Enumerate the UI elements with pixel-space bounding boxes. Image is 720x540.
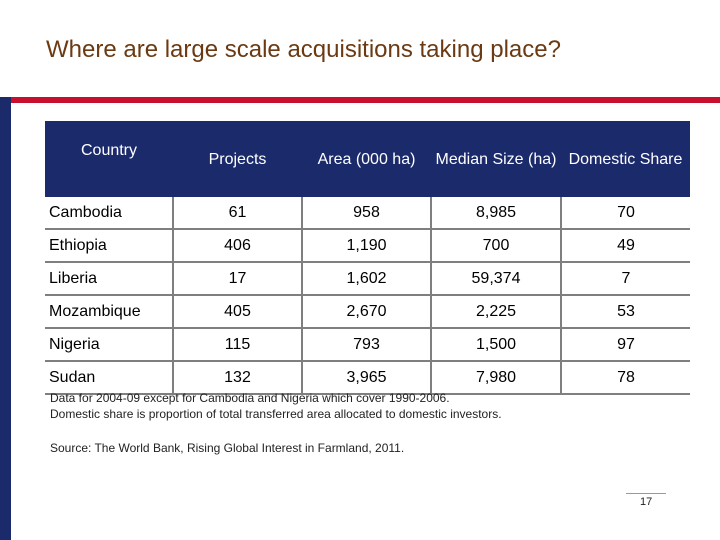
table-row: Mozambique 405 2,670 2,225 53 [45, 295, 690, 329]
table-header-row: Country Projects Area (000 ha) Median Si… [45, 121, 690, 197]
header-country: Country [45, 121, 173, 197]
table-row: Ethiopia 406 1,190 700 49 [45, 229, 690, 263]
cell-domestic-share: 97 [561, 328, 690, 362]
note-line-domestic-share: Domestic share is proportion of total tr… [50, 407, 502, 421]
cell-domestic-share: 7 [561, 262, 690, 296]
cell-area: 2,670 [302, 295, 432, 329]
table-row: Sudan 132 3,965 7,980 78 [45, 361, 690, 395]
cell-projects: 406 [173, 229, 303, 263]
cell-area: 793 [302, 328, 432, 362]
cell-domestic-share: 53 [561, 295, 690, 329]
cell-country: Liberia [45, 262, 174, 296]
cell-median-size: 2,225 [431, 295, 562, 329]
cell-country: Nigeria [45, 328, 174, 362]
cell-country: Sudan [45, 361, 174, 395]
cell-projects: 61 [173, 197, 303, 230]
top-accent-rule [11, 97, 720, 103]
header-area: Area (000 ha) [302, 121, 431, 197]
data-notes: Data for 2004-09 except for Cambodia and… [50, 390, 502, 422]
cell-median-size: 700 [431, 229, 562, 263]
cell-area: 3,965 [302, 361, 432, 395]
cell-projects: 132 [173, 361, 303, 395]
cell-domestic-share: 49 [561, 229, 690, 263]
cell-area: 958 [302, 197, 432, 230]
cell-area: 1,602 [302, 262, 432, 296]
table-row: Cambodia 61 958 8,985 70 [45, 197, 690, 230]
cell-domestic-share: 70 [561, 197, 690, 230]
cell-projects: 17 [173, 262, 303, 296]
header-median-size: Median Size (ha) [431, 121, 561, 197]
note-line-period: Data for 2004-09 except for Cambodia and… [50, 391, 450, 405]
cell-country: Cambodia [45, 197, 174, 230]
table-row: Nigeria 115 793 1,500 97 [45, 328, 690, 362]
cell-country: Mozambique [45, 295, 174, 329]
cell-area: 1,190 [302, 229, 432, 263]
cell-median-size: 8,985 [431, 197, 562, 230]
header-projects: Projects [173, 121, 302, 197]
header-domestic-share: Domestic Share [561, 121, 690, 197]
source-citation: Source: The World Bank, Rising Global In… [50, 441, 405, 455]
cell-median-size: 7,980 [431, 361, 562, 395]
acquisitions-table: Country Projects Area (000 ha) Median Si… [45, 121, 690, 395]
left-accent-bar [0, 97, 11, 540]
cell-median-size: 59,374 [431, 262, 562, 296]
page-number-rule [626, 493, 666, 494]
cell-domestic-share: 78 [561, 361, 690, 395]
cell-projects: 405 [173, 295, 303, 329]
table-row: Liberia 17 1,602 59,374 7 [45, 262, 690, 296]
slide-title: Where are large scale acquisitions takin… [46, 36, 561, 63]
cell-country: Ethiopia [45, 229, 174, 263]
cell-projects: 115 [173, 328, 303, 362]
page-number: 17 [640, 496, 653, 508]
cell-median-size: 1,500 [431, 328, 562, 362]
